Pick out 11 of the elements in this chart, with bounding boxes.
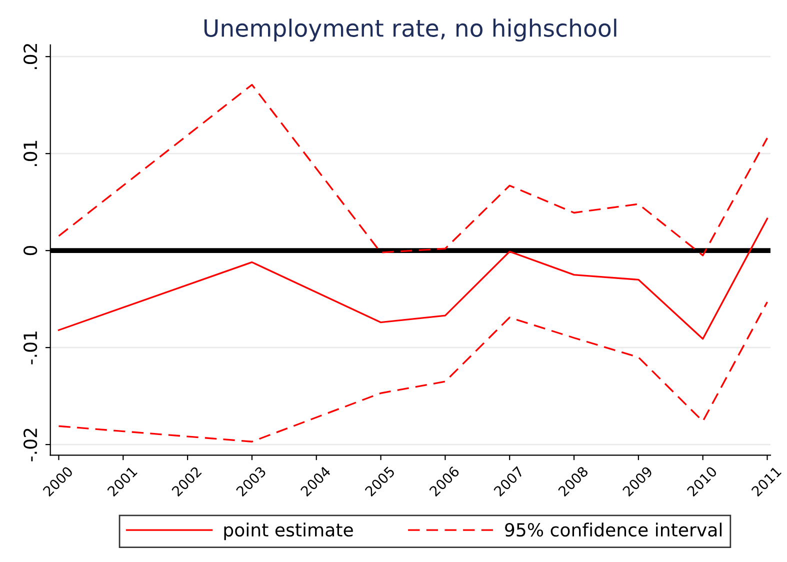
y-tick-label: -.02 (23, 428, 38, 462)
y-tick-label: .01 (23, 140, 38, 166)
line-series (58, 84, 768, 256)
line-series (58, 301, 768, 442)
y-tick-label: .02 (23, 44, 38, 70)
legend-label: point estimate (224, 522, 353, 540)
chart-title: Unemployment rate, no highschool (204, 18, 616, 42)
y-tick-label: -.01 (23, 332, 38, 364)
legend-label: 95% confidence interval (505, 522, 722, 537)
line-series (58, 218, 768, 340)
y-tick-label: 0 (23, 246, 38, 256)
